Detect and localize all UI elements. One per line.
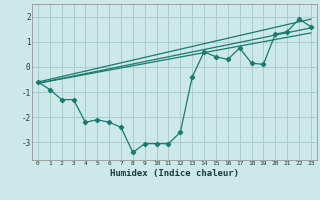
X-axis label: Humidex (Indice chaleur): Humidex (Indice chaleur) — [110, 169, 239, 178]
